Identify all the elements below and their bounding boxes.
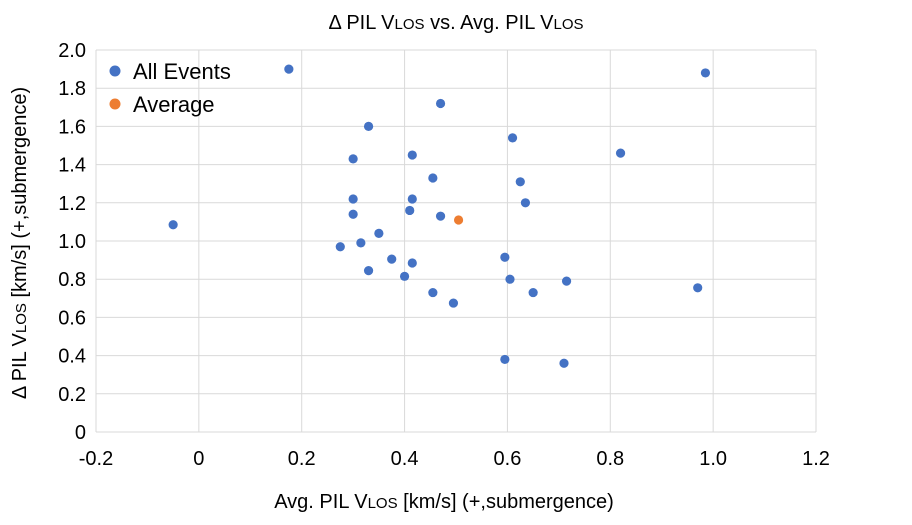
data-point-all-events — [363, 121, 374, 131]
data-point-all-events — [615, 148, 626, 158]
data-points — [168, 64, 711, 368]
y-tick-label: 1.4 — [58, 155, 86, 177]
title-prefix: Δ PIL V — [329, 12, 396, 34]
data-point-all-events — [693, 283, 703, 293]
data-point-all-events — [284, 64, 294, 74]
y-axis-label: Δ PIL VLOS [km/s] (+,submergence) — [9, 87, 31, 399]
data-point-all-events — [348, 209, 358, 219]
data-point-average — [453, 215, 464, 225]
data-point-all-events — [407, 150, 417, 160]
y-tick-label: 1.0 — [58, 231, 86, 253]
data-point-all-events — [528, 287, 538, 298]
data-point-all-events — [435, 211, 446, 221]
x-tick-label: -0.2 — [79, 448, 113, 470]
y-tick-label: 1.2 — [58, 193, 86, 215]
ylabel-sub: LOS — [13, 303, 30, 333]
xlabel-prefix: Avg. PIL V — [274, 491, 368, 513]
data-point-all-events — [507, 133, 518, 143]
data-point-all-events — [520, 198, 531, 208]
y-tick-label: 0.2 — [58, 384, 86, 406]
y-tick-label: 1.6 — [58, 116, 86, 138]
legend-label-average: Average — [133, 92, 215, 117]
chart-title: Δ PIL VLOS vs. Avg. PIL VLOS — [329, 12, 584, 34]
title-sub2: LOS — [553, 16, 583, 33]
xlabel-sub: LOS — [368, 495, 398, 512]
data-point-all-events — [559, 358, 569, 368]
data-point-all-events — [435, 98, 446, 109]
data-point-all-events — [500, 354, 510, 365]
data-point-all-events — [399, 271, 410, 281]
legend-marker-average — [109, 98, 121, 110]
data-point-all-events — [335, 242, 345, 252]
data-point-all-events — [700, 68, 711, 78]
y-tick-label: 0.8 — [58, 269, 86, 291]
data-point-all-events — [374, 228, 384, 238]
data-point-all-events — [387, 254, 397, 264]
y-tick-label: 0 — [75, 422, 86, 444]
data-point-all-events — [348, 154, 358, 164]
title-sub: LOS — [395, 16, 425, 33]
y-tick-label: 2.0 — [58, 40, 86, 62]
y-tick-label: 1.8 — [58, 78, 86, 100]
x-tick-label: 0.6 — [494, 448, 522, 470]
data-point-all-events — [500, 252, 510, 262]
data-point-all-events — [405, 205, 415, 216]
data-point-all-events — [428, 173, 438, 183]
ylabel-suffix: [km/s] (+,submergence) — [9, 87, 31, 303]
xlabel-suffix: [km/s] (+,submergence) — [398, 491, 614, 513]
x-tick-label: 1.0 — [699, 448, 727, 470]
x-tick-label: 0.4 — [391, 448, 419, 470]
legend-item-average: Average — [109, 92, 215, 117]
x-tick-label: 1.2 — [802, 448, 830, 470]
y-tick-label: 0.4 — [58, 346, 86, 368]
data-point-all-events — [505, 274, 515, 284]
data-point-all-events — [348, 194, 358, 204]
legend-label-all-events: All Events — [133, 59, 231, 84]
x-tick-label: 0.2 — [288, 448, 316, 470]
data-point-all-events — [561, 276, 572, 286]
y-tick-label: 0.6 — [58, 307, 86, 329]
grid-lines — [95, 49, 817, 433]
data-point-all-events — [168, 220, 178, 230]
data-point-all-events — [428, 287, 438, 298]
x-tick-label: 0.8 — [596, 448, 624, 470]
tick-labels: 0 0.2 0.4 0.6 0.8 1.0 1.2 1.4 1.6 1.8 2.0 -0.2 0 0.2 0… — [58, 40, 830, 470]
title-middle: vs. Avg. PIL V — [425, 12, 555, 34]
x-axis-label: Avg. PIL VLOS [km/s] (+,submergence) — [274, 491, 614, 513]
data-point-all-events — [448, 298, 459, 308]
ylabel-prefix: Δ PIL V — [9, 332, 31, 399]
x-tick-label: 0 — [193, 448, 204, 470]
data-point-all-events — [356, 238, 366, 248]
data-point-all-events — [515, 177, 525, 187]
legend-marker-all-events — [109, 65, 121, 77]
legend-item-all-events: All Events — [109, 59, 231, 84]
legend: All Events Average — [109, 59, 231, 117]
data-point-all-events — [363, 266, 374, 276]
data-point-all-events — [407, 194, 417, 204]
data-point-all-events — [407, 258, 417, 268]
